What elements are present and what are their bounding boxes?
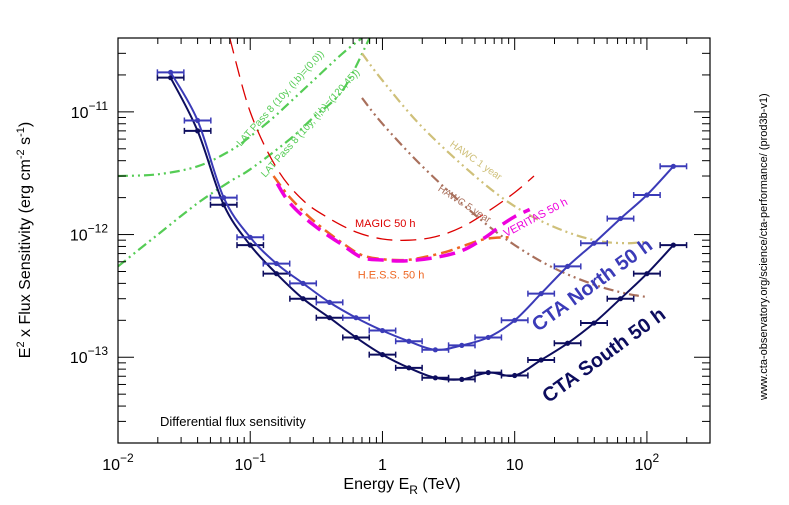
data-point [353, 315, 359, 321]
data-point [379, 327, 386, 334]
data-point [406, 365, 412, 371]
data-point [273, 271, 280, 277]
data-point [670, 163, 676, 169]
series-hawc-5-year [361, 97, 648, 299]
data-point [459, 342, 465, 348]
series-h-e-s-s-50-h [272, 175, 509, 262]
data-point [564, 263, 571, 270]
h-e-s-s-50-h-line [272, 175, 509, 262]
data-point [168, 69, 174, 75]
data-point [300, 280, 306, 286]
veritas-50-h-line [275, 182, 531, 263]
data-point [485, 334, 491, 341]
hawc-1-year-line [361, 52, 648, 245]
data-point [300, 296, 306, 302]
hawc-5-year-line [361, 97, 648, 299]
x-tick-label: 10 [506, 457, 524, 474]
data-point [644, 192, 650, 198]
y-tick-label: 10−13 [70, 344, 108, 367]
data-point [564, 340, 571, 346]
lat-pass-8-10y-l-b-120-45-line [118, 38, 371, 268]
data-point [670, 242, 676, 248]
data-point [379, 352, 386, 358]
data-point [326, 299, 333, 305]
data-point [512, 372, 518, 379]
series-hawc-1-year [361, 52, 648, 245]
magic-50-h-line [229, 38, 535, 241]
data-point [432, 347, 438, 353]
series-layer [118, 38, 688, 383]
data-point [459, 376, 465, 382]
data-point [221, 202, 227, 208]
series-magic-50-h [229, 38, 535, 241]
data-point [538, 291, 544, 297]
data-point [353, 334, 359, 341]
y-axis-label: E2 x Flux Sensitivity (erg cm-2 s-1) [15, 122, 34, 358]
series-lat-pass-8-10y-l-b-0-0 [118, 38, 363, 178]
data-point [273, 260, 280, 267]
data-point [512, 317, 518, 323]
data-point [617, 215, 624, 222]
side-note: www.cta-observatory.org/science/cta-perf… [758, 93, 770, 401]
data-point [591, 240, 597, 246]
data-point [326, 315, 333, 321]
x-tick-label: 102 [635, 451, 660, 474]
lat-pass-8-10y-l-b-0-0-line [118, 38, 363, 178]
y-tick-label: 10−11 [71, 99, 109, 122]
x-tick-label: 10−2 [102, 451, 134, 474]
x-tick-label: 1 [378, 457, 387, 474]
data-point [432, 375, 438, 381]
annotation-text: Differential flux sensitivity [160, 414, 306, 429]
data-point [195, 117, 201, 124]
data-point [406, 338, 412, 344]
label-magic-50-h: MAGIC 50 h [355, 218, 416, 230]
data-point [195, 128, 201, 134]
series-veritas-50-h [275, 182, 531, 263]
y-tick-label: 10−12 [70, 222, 108, 245]
data-point [617, 296, 624, 302]
series-lat-pass-8-10y-l-b-120-45 [118, 38, 371, 268]
x-axis-label: Energy ER (TeV) [343, 476, 460, 497]
data-point [247, 234, 253, 240]
data-point [485, 369, 491, 376]
label-h-e-s-s-50-h: H.E.S.S. 50 h [358, 269, 425, 281]
series-cta-north-50-h [156, 69, 688, 353]
x-tick-label: 10−1 [234, 451, 266, 474]
data-point [247, 242, 253, 248]
data-point [644, 271, 650, 277]
data-point [221, 195, 227, 201]
data-point [591, 320, 597, 326]
data-point [538, 357, 544, 363]
series-cta-south-50-h [156, 74, 688, 383]
